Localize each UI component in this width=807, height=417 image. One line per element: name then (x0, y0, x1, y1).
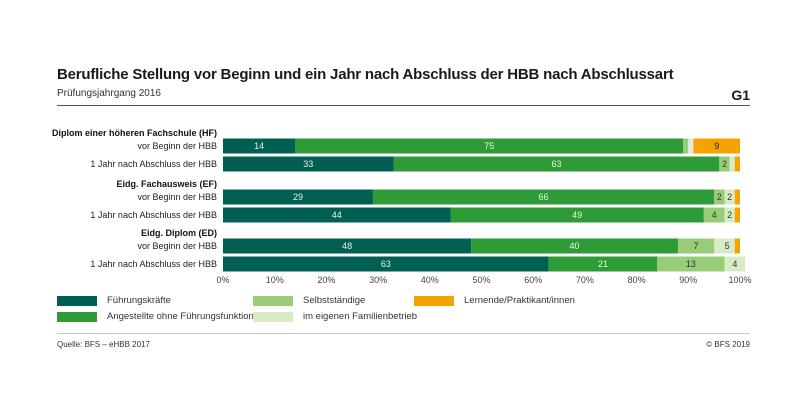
top-rule (57, 105, 750, 106)
legend-item: im eigenen Familienbetrieb (253, 311, 417, 322)
bar-segment (393, 156, 720, 172)
row-label: 1 Jahr nach Abschluss der HBB (90, 259, 217, 269)
row-label: vor Beginn der HBB (137, 192, 217, 202)
legend-label: Lernende/Praktikant/innen (464, 295, 575, 306)
chart-title: Berufliche Stellung vor Beginn und ein J… (57, 66, 674, 83)
legend-swatch (253, 295, 293, 306)
bar-segment (734, 207, 740, 223)
footer-rule (57, 333, 750, 334)
legend-swatch (253, 311, 293, 322)
data-label: 49 (572, 210, 582, 220)
x-tick-label: 80% (628, 275, 646, 285)
data-label: 44 (332, 210, 342, 220)
legend-item: Lernende/Praktikant/innen (414, 295, 575, 306)
x-tick-label: 70% (576, 275, 594, 285)
legend-swatch (414, 295, 454, 306)
bar-segment (223, 207, 451, 223)
bar-segment (734, 189, 740, 205)
data-label: 33 (303, 159, 313, 169)
bar-segment (714, 189, 725, 205)
row-label: 1 Jahr nach Abschluss der HBB (90, 159, 217, 169)
data-label: 66 (539, 192, 549, 202)
bar-segment (724, 256, 746, 272)
data-label: 14 (254, 141, 264, 151)
bar-segment (734, 156, 740, 172)
bar-segment (724, 207, 735, 223)
bar-segment (693, 138, 740, 154)
bar-segment (683, 138, 689, 154)
bar-segment (450, 207, 704, 223)
bar-segment (372, 189, 715, 205)
legend-item: Selbstständige (253, 295, 365, 306)
bar-segment (734, 238, 740, 254)
group-label: Eidg. Fachausweis (EF) (116, 179, 217, 189)
legend-label: Selbstständige (303, 295, 366, 306)
x-tick-label: 50% (472, 275, 490, 285)
row-label: vor Beginn der HBB (137, 241, 217, 251)
data-label: 63 (551, 159, 561, 169)
data-label: 4 (712, 210, 717, 220)
figure-badge: G1 (731, 87, 750, 103)
x-tick-label: 100% (728, 275, 751, 285)
legend-label: Führungskräfte (107, 295, 171, 306)
data-label: 75 (484, 141, 494, 151)
stacked-bar-chart: Diplom einer höheren Fachschule (HF) Eidg… (52, 128, 752, 285)
copyright-note: © BFS 2019 (706, 340, 750, 349)
bar-segment (729, 156, 735, 172)
x-tick-label: 30% (369, 275, 387, 285)
row-label: 1 Jahr nach Abschluss der HBB (90, 210, 217, 220)
row-label: vor Beginn der HBB (137, 141, 217, 151)
x-tick-label: 60% (524, 275, 542, 285)
data-label: 48 (342, 241, 352, 251)
legend-item: Angestellte ohne Führungsfunktion (57, 311, 254, 322)
source-note: Quelle: BFS – eHBB 2017 (57, 340, 150, 349)
bar-segment (223, 156, 394, 172)
data-label: 2 (727, 210, 732, 220)
bar-segment (703, 207, 725, 223)
bar-segment (714, 238, 740, 254)
group-label: Diplom einer höheren Fachschule (HF) (52, 128, 217, 138)
data-label: 13 (686, 259, 696, 269)
bar-segment (719, 156, 730, 172)
data-label: 5 (725, 241, 730, 251)
x-tick-label: 90% (679, 275, 697, 285)
x-tick-label: 0% (216, 275, 229, 285)
legend-item: Führungskräfte (57, 295, 171, 306)
bar-segment (223, 138, 296, 154)
x-tick-label: 10% (266, 275, 284, 285)
data-label: 4 (732, 259, 737, 269)
x-tick-label: 20% (317, 275, 335, 285)
bar-segment (223, 189, 373, 205)
legend-swatch (57, 311, 97, 322)
chart-subtitle: Prüfungsjahrgang 2016 (57, 88, 161, 99)
bar-segment (657, 256, 725, 272)
bar-segment (548, 256, 658, 272)
data-label: 9 (714, 141, 719, 151)
legend-label: Angestellte ohne Führungsfunktion (107, 311, 254, 322)
bar-segment (471, 238, 678, 254)
bar-segment (724, 189, 735, 205)
data-label: 7 (694, 241, 699, 251)
group-label: Eidg. Diplom (ED) (141, 228, 217, 238)
bar-segment (223, 256, 549, 272)
data-label: 2 (722, 159, 727, 169)
bar-segment (295, 138, 684, 154)
data-label: 63 (381, 259, 391, 269)
bar-segment (223, 238, 472, 254)
data-label: 21 (598, 259, 608, 269)
x-tick-label: 40% (421, 275, 439, 285)
data-label: 29 (293, 192, 303, 202)
legend-swatch (57, 295, 97, 306)
data-label: 2 (727, 192, 732, 202)
data-label: 2 (717, 192, 722, 202)
data-label: 40 (570, 241, 580, 251)
legend-label: im eigenen Familienbetrieb (303, 311, 418, 322)
bar-segment (677, 238, 715, 254)
